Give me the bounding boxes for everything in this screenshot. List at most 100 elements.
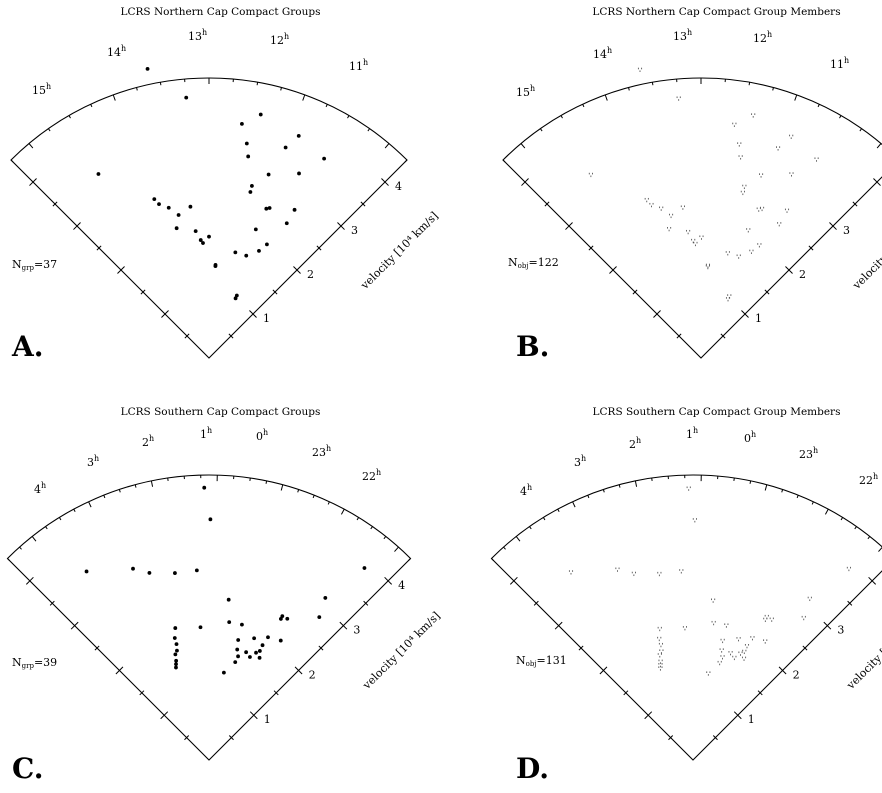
- ra-label: 11h: [349, 58, 368, 73]
- member-point: [736, 123, 737, 125]
- member-point: [641, 68, 642, 70]
- ra-tick: [652, 82, 653, 85]
- member-point: [721, 639, 722, 641]
- member-point: [850, 567, 851, 569]
- ra-tick: [516, 536, 520, 541]
- member-point: [640, 70, 641, 72]
- group-point: [259, 113, 263, 117]
- group-point: [245, 142, 249, 146]
- group-point: [175, 649, 179, 653]
- group-point: [227, 620, 231, 624]
- member-point: [721, 661, 722, 663]
- member-point: [657, 572, 658, 574]
- panel-b-count-base: N: [508, 256, 518, 269]
- member-point: [709, 671, 710, 673]
- ra-tick: [530, 527, 532, 529]
- member-point: [778, 149, 779, 151]
- panel-b: LCRS Northern Cap Compact Group Members …: [496, 0, 882, 393]
- group-point: [174, 659, 178, 663]
- group-point: [297, 134, 301, 138]
- member-point: [848, 570, 849, 572]
- ra-tick: [371, 527, 373, 529]
- group-point: [322, 157, 326, 161]
- member-point: [738, 651, 739, 653]
- member-point: [722, 658, 723, 660]
- member-point: [661, 653, 662, 655]
- panel-c-count-sub: grp: [22, 662, 34, 670]
- group-point: [264, 207, 268, 211]
- member-point: [670, 227, 671, 229]
- member-point: [754, 113, 755, 115]
- member-point: [662, 207, 663, 209]
- group-point: [317, 615, 321, 619]
- ra-tick: [266, 481, 267, 484]
- group-point: [254, 651, 258, 655]
- group-point: [258, 656, 262, 660]
- member-point: [617, 570, 618, 572]
- member-point: [661, 572, 662, 574]
- member-point: [750, 636, 751, 638]
- group-point: [201, 241, 205, 245]
- ra-tick: [135, 485, 136, 488]
- ra-label: 3h: [87, 454, 99, 469]
- member-point: [712, 621, 713, 623]
- velocity-tick-label: 4: [398, 579, 405, 592]
- group-point: [257, 249, 261, 253]
- ra-tick: [588, 495, 589, 498]
- member-point: [699, 235, 700, 237]
- ra-label: 11h: [830, 56, 849, 71]
- ra-tick: [328, 502, 329, 505]
- panel-c-count-value: =39: [34, 656, 57, 669]
- ra-tick: [151, 481, 152, 487]
- group-point: [131, 567, 135, 571]
- member-point: [708, 674, 709, 676]
- group-point: [173, 626, 177, 630]
- member-point: [694, 521, 695, 523]
- member-point: [753, 116, 754, 118]
- velocity-tick-label: 3: [843, 224, 850, 237]
- member-point: [729, 297, 730, 299]
- member-point: [757, 208, 758, 210]
- ra-tick: [32, 536, 36, 541]
- panel-b-count-value: =122: [529, 256, 559, 269]
- member-point: [721, 651, 722, 653]
- member-point: [703, 235, 704, 237]
- member-point: [662, 643, 663, 645]
- velocity-axis-label: velocity [10⁴ km/s]: [360, 609, 443, 692]
- ra-tick: [20, 547, 22, 549]
- ra-tick: [605, 95, 607, 101]
- member-point: [677, 96, 678, 98]
- ra-tick: [749, 82, 750, 85]
- group-point: [240, 122, 244, 126]
- ra-tick: [298, 489, 299, 492]
- velocity-tick-label: 3: [351, 224, 358, 237]
- panel-d: LCRS Southern Cap Compact Group Members …: [496, 400, 882, 793]
- ra-tick: [818, 104, 819, 107]
- member-point: [744, 187, 745, 189]
- velocity-tick-label: 1: [755, 312, 762, 325]
- member-point: [680, 96, 681, 98]
- member-point: [740, 142, 741, 144]
- ra-tick: [765, 485, 767, 491]
- ra-label: 22h: [859, 472, 878, 487]
- group-point: [146, 67, 150, 71]
- group-point: [252, 636, 256, 640]
- ra-tick: [348, 116, 350, 119]
- group-point: [167, 206, 171, 210]
- member-point: [759, 246, 760, 248]
- member-point: [744, 191, 745, 193]
- ra-tick: [841, 517, 843, 520]
- wedge-outline: [503, 78, 882, 358]
- group-point: [297, 172, 301, 176]
- member-point: [765, 642, 766, 644]
- group-point: [268, 206, 272, 210]
- member-point: [696, 518, 697, 520]
- group-point: [233, 660, 237, 664]
- member-point: [777, 222, 778, 224]
- member-point: [740, 254, 741, 256]
- ra-tick: [583, 104, 584, 107]
- member-point: [791, 175, 792, 177]
- ra-label: 0h: [256, 428, 268, 443]
- member-point: [739, 155, 740, 157]
- member-point: [694, 239, 695, 241]
